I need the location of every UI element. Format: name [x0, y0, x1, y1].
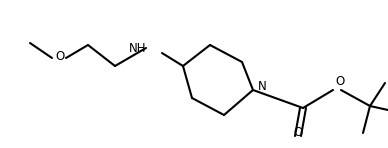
- Text: NH: NH: [128, 41, 146, 54]
- Text: O: O: [293, 126, 303, 139]
- Text: O: O: [55, 50, 65, 63]
- Text: N: N: [258, 80, 267, 93]
- Text: O: O: [335, 75, 344, 88]
